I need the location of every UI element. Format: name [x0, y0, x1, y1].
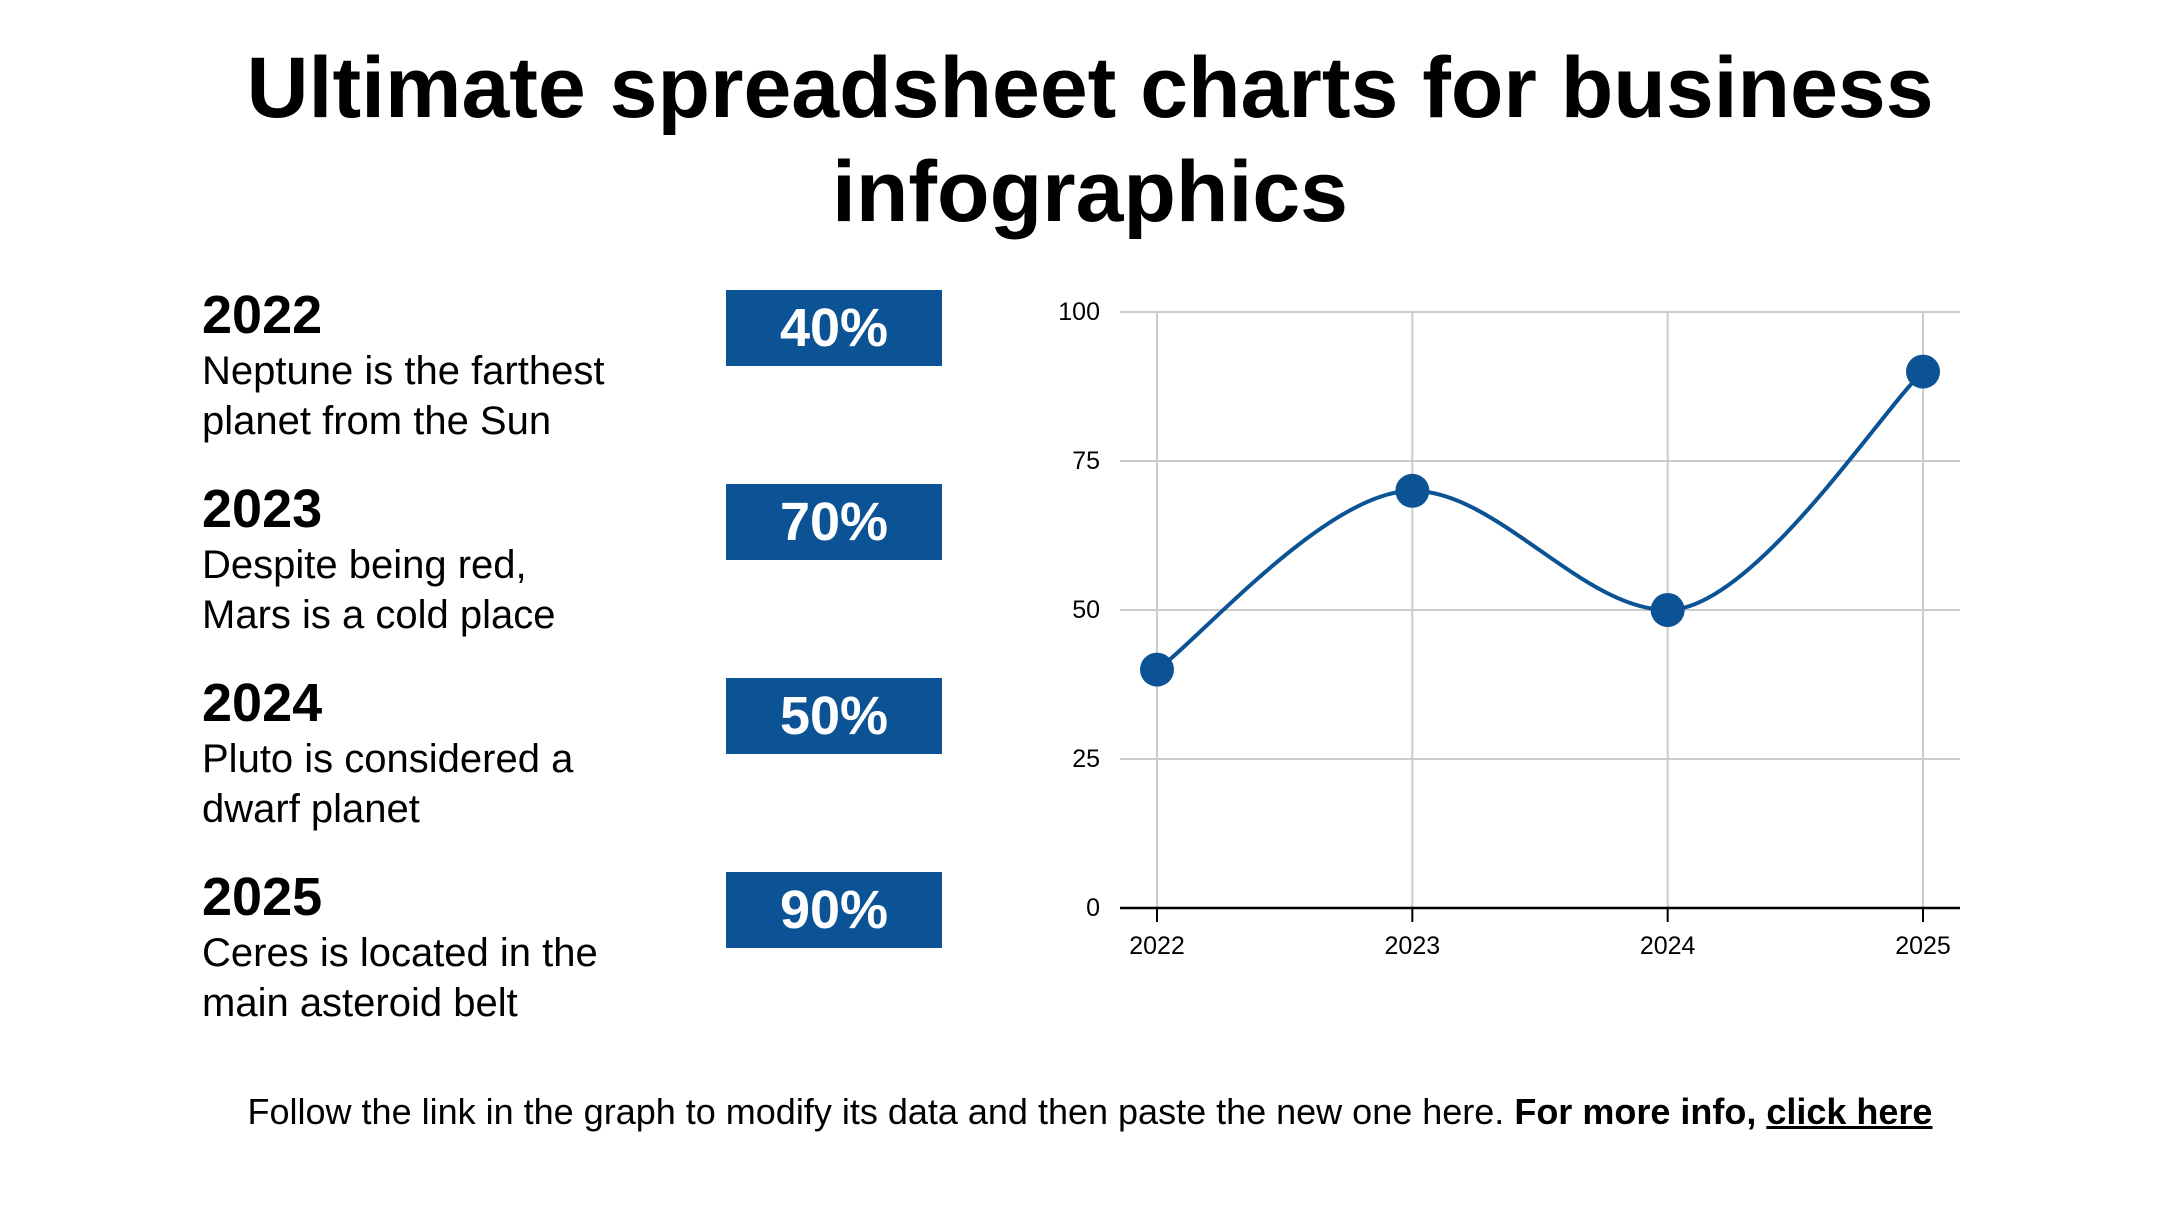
- entry-description: Ceres is located in the main asteroid be…: [202, 931, 598, 1025]
- line-chart[interactable]: 0 25 50 75 100 2022 2023 2024 2025: [1020, 280, 1980, 970]
- footer-note: Follow the link in the graph to modify i…: [0, 1090, 2160, 1134]
- y-tick-label: 0: [1086, 894, 1100, 922]
- data-point-2022[interactable]: [1140, 652, 1174, 687]
- data-point-2024[interactable]: [1650, 593, 1685, 627]
- entry-year: 2023: [202, 479, 323, 539]
- percent-badge-2024: 50%: [726, 678, 942, 754]
- entry-description: Despite being red, Mars is a cold place: [202, 543, 556, 637]
- data-point-2025[interactable]: [1906, 354, 1940, 389]
- percent-badge-2023: 70%: [726, 484, 942, 560]
- entry-2024: 2024 Pluto is considered a dwarf planet: [202, 674, 742, 834]
- footer-bold-text: For more info,: [1514, 1091, 1757, 1132]
- x-tick-label: 2024: [1640, 932, 1696, 960]
- entry-year: 2022: [202, 285, 323, 345]
- x-tick-label: 2025: [1895, 932, 1951, 960]
- percent-badge-2025: 90%: [726, 872, 942, 948]
- series-line: [1155, 370, 1925, 672]
- x-tick-label: 2023: [1385, 932, 1441, 960]
- entry-description: Neptune is the farthest planet from the …: [202, 349, 605, 443]
- entry-year: 2025: [202, 867, 323, 927]
- data-point-2023[interactable]: [1395, 473, 1430, 508]
- entry-2025: 2025 Ceres is located in the main astero…: [202, 868, 742, 1028]
- entry-2023: 2023 Despite being red, Mars is a cold p…: [202, 480, 742, 640]
- entry-description: Pluto is considered a dwarf planet: [202, 737, 574, 831]
- entry-2022: 2022 Neptune is the farthest planet from…: [202, 286, 742, 446]
- footer-text: Follow the link in the graph to modify i…: [247, 1091, 1505, 1132]
- more-info-link[interactable]: click here: [1766, 1091, 1933, 1132]
- y-tick-label: 25: [1072, 745, 1100, 773]
- percent-badge-2022: 40%: [726, 290, 942, 366]
- y-tick-label: 100: [1058, 298, 1100, 326]
- entry-year: 2024: [202, 673, 323, 733]
- page-title: Ultimate spreadsheet charts for business…: [246, 40, 1934, 240]
- y-tick-label: 75: [1072, 447, 1100, 475]
- y-tick-label: 50: [1072, 596, 1100, 624]
- x-tick-label: 2022: [1129, 932, 1185, 960]
